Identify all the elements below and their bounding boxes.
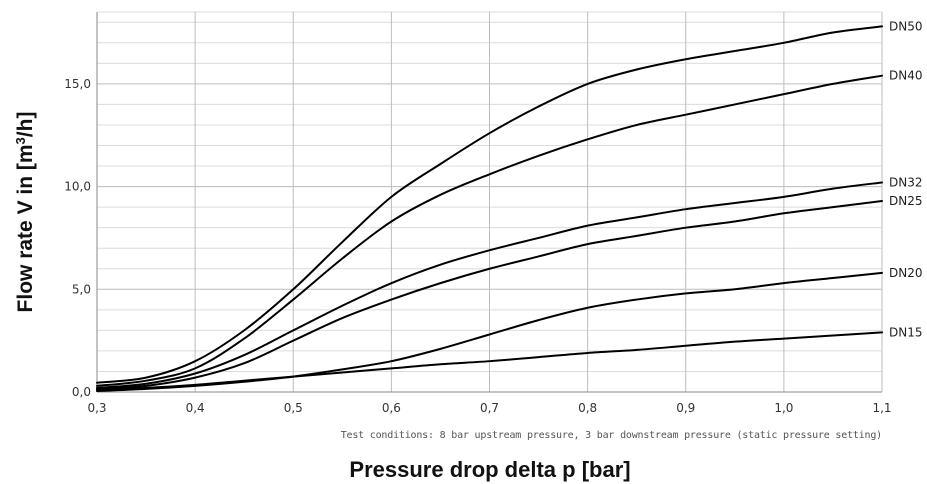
series-label-dn40: DN40 bbox=[889, 69, 923, 83]
x-tick-label: 1,0 bbox=[774, 401, 793, 415]
x-tick-label: 0,6 bbox=[382, 401, 401, 415]
series-label-dn32: DN32 bbox=[889, 175, 923, 189]
y-tick-label: 0,0 bbox=[72, 385, 91, 399]
x-axis-ticks: 0,3 0,4 0,5 0,6 0,7 0,8 0,9 1,0 1,1 bbox=[87, 401, 891, 415]
series-label-dn15: DN15 bbox=[889, 325, 923, 339]
series-label-dn20: DN20 bbox=[889, 266, 923, 280]
y-tick-label: 10,0 bbox=[64, 180, 91, 194]
series-label-dn50: DN50 bbox=[889, 19, 923, 33]
y-tick-label: 15,0 bbox=[64, 77, 91, 91]
x-tick-label: 0,5 bbox=[284, 401, 303, 415]
series-line-dn40 bbox=[96, 74, 883, 387]
series-label-dn25: DN25 bbox=[889, 194, 923, 208]
x-axis-label: Pressure drop delta p [bar] bbox=[349, 457, 630, 482]
series-line-dn20 bbox=[96, 271, 883, 392]
series-labels: DN50 DN40 DN32 DN25 DN20 DN15 bbox=[889, 19, 923, 339]
test-conditions-note: Test conditions: 8 bar upstream pressure… bbox=[341, 430, 882, 441]
series-line-dn50 bbox=[96, 25, 883, 384]
series-line-dn32 bbox=[96, 181, 883, 389]
x-tick-label: 0,4 bbox=[186, 401, 205, 415]
x-tick-label: 0,3 bbox=[87, 401, 106, 415]
series-line-dn15 bbox=[96, 331, 883, 391]
series-lines bbox=[96, 25, 883, 392]
y-axis-label: Flow rate V in [m3/h] bbox=[13, 112, 38, 313]
y-axis-ticks: 0,0 5,0 10,0 15,0 bbox=[64, 77, 91, 399]
y-axis-label-end: /h] bbox=[14, 112, 37, 138]
x-tick-label: 1,1 bbox=[872, 401, 891, 415]
x-tick-label: 0,8 bbox=[578, 401, 597, 415]
x-tick-label: 0,9 bbox=[676, 401, 695, 415]
y-tick-label: 5,0 bbox=[72, 282, 91, 296]
x-tick-label: 0,7 bbox=[480, 401, 499, 415]
grid bbox=[96, 11, 883, 393]
series-line-dn25 bbox=[96, 199, 883, 390]
y-axis-label-sup: 3 bbox=[13, 137, 28, 144]
y-axis-label-main: Flow rate V in [m bbox=[14, 144, 37, 312]
